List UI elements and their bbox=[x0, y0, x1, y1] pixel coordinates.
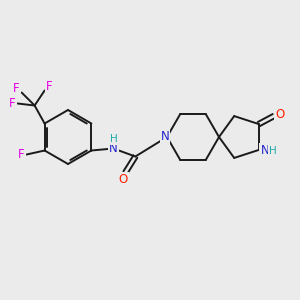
Text: F: F bbox=[13, 82, 20, 95]
Text: N: N bbox=[109, 142, 118, 155]
Text: N: N bbox=[160, 130, 169, 143]
Text: F: F bbox=[18, 148, 25, 161]
Text: O: O bbox=[119, 173, 128, 186]
Text: H: H bbox=[269, 146, 277, 156]
Text: F: F bbox=[9, 97, 16, 110]
Text: N: N bbox=[260, 144, 269, 158]
Text: H: H bbox=[110, 134, 117, 145]
Text: O: O bbox=[275, 108, 284, 121]
Text: F: F bbox=[46, 80, 53, 93]
